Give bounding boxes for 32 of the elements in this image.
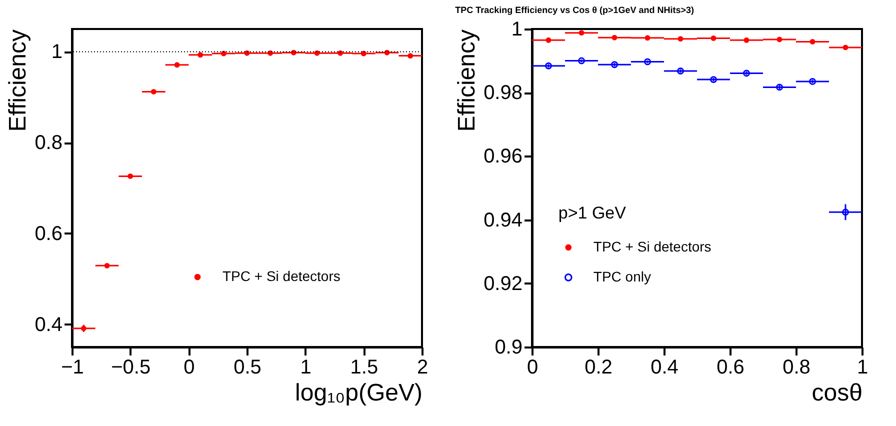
x-tick-label: 0.2 [584, 356, 612, 378]
x-axis-title: log₁₀p(GeV) [295, 380, 422, 406]
y-tick-label: 1 [511, 18, 522, 40]
legend-label: TPC only [593, 268, 651, 284]
legend-label: TPC + Si detectors [593, 238, 712, 254]
y-axis-title: Efficiency [454, 30, 481, 132]
y-axis-title: Efficiency [4, 30, 32, 132]
y-tick-label: 0.98 [484, 82, 522, 104]
x-tick-label: 0 [184, 356, 195, 378]
y-tick-label: 1 [51, 41, 62, 64]
x-tick-label: −0.5 [111, 356, 151, 378]
x-tick-label: 0.8 [782, 356, 810, 378]
x-tick-label: 1 [856, 356, 868, 378]
y-tick-label: 0.6 [34, 222, 62, 245]
chart-title: TPC Tracking Efficiency vs Cos θ (p>1GeV and NHits>3) [455, 5, 694, 15]
y-tick-label: 0.96 [484, 146, 522, 168]
x-tick-label: 2 [416, 356, 428, 378]
x-tick-label: 1 [300, 356, 312, 378]
y-tick-label: 0.4 [34, 314, 62, 336]
y-tick-label: 0.92 [484, 272, 522, 295]
x-tick-label: 0.6 [716, 356, 744, 378]
y-tick-label: 0.94 [484, 209, 522, 232]
y-tick-label: 0.8 [34, 132, 62, 154]
x-tick-label: 0.5 [234, 356, 262, 378]
x-axis-title: cosθ [812, 380, 862, 406]
x-tick-label: 0 [526, 356, 538, 378]
legend-label: TPC + Si detectors [222, 268, 340, 284]
x-tick-label: 0.4 [650, 356, 678, 378]
x-tick-label: 1.5 [350, 356, 378, 378]
y-tick-label: 0.9 [494, 336, 522, 358]
legend-title: p>1 GeV [558, 203, 627, 222]
x-tick-label: −1 [61, 356, 84, 378]
